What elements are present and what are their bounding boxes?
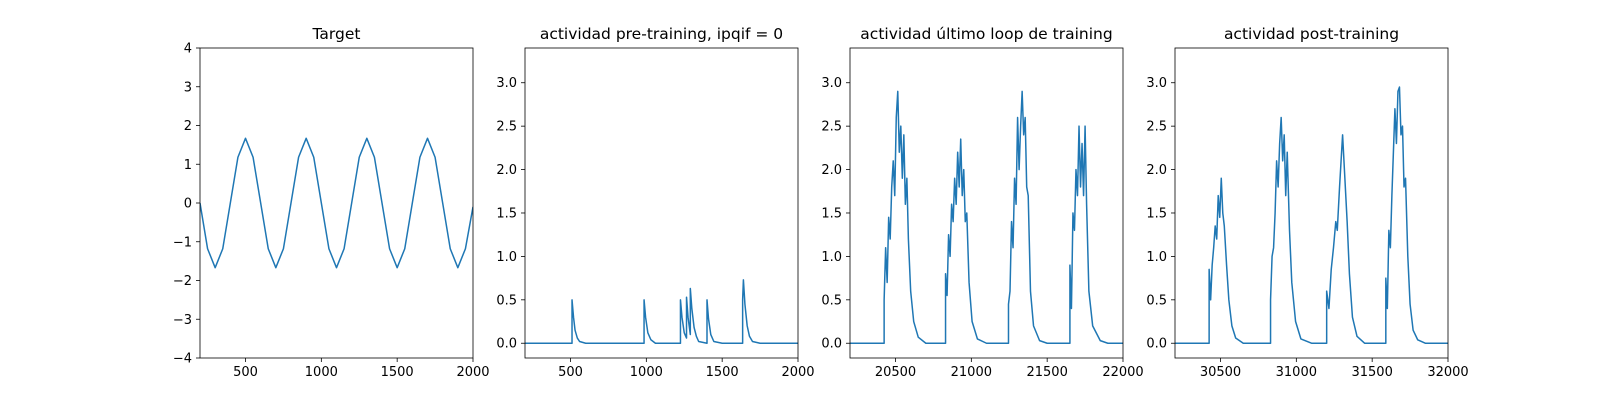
subplot-4: 30500 31000 31500 32000 0.0 0.5 1.0 1.5 2.0 2.5 3.… [1146,25,1468,380]
y-tick-label: −3 [173,313,192,328]
y-tick-label: −4 [173,352,192,367]
y-tick-label: 3 [184,80,192,95]
x-tick-label: 2000 [456,365,489,380]
y-tick-label: 0.5 [1146,293,1167,308]
series-line-target [200,137,473,269]
x-tick-label: 22000 [1102,365,1143,380]
chart-title: Target [312,25,361,43]
x-tick-label: 2000 [781,365,814,380]
y-tick-label: 0 [184,197,192,212]
x-tick-label: 1000 [630,365,663,380]
x-tick-label: 21000 [951,365,992,380]
y-tick-label: 1.0 [1146,250,1167,265]
y-tick-label: 2.5 [1146,120,1167,135]
chart-title: actividad último loop de training [860,25,1112,43]
y-tick-label: 0.5 [821,293,842,308]
y-tick-label: 0.0 [1146,337,1167,352]
subplot-1: 500 1000 1500 2000 −4 −3 −2 −1 0 1 2 3 4 Target [173,25,490,380]
x-tick-label: 31000 [1276,365,1317,380]
y-tick-label: 4 [184,42,192,57]
y-tick-label: 0.0 [496,337,517,352]
series-line-activity [1175,86,1448,344]
axes-frame [1174,47,1449,359]
y-tick-label: 2.5 [821,120,842,135]
axes-frame [524,47,799,359]
x-tick-label: 500 [558,365,583,380]
series-line-activity [850,90,1123,344]
y-tick-label: 2.0 [821,163,842,178]
y-tick-label: −2 [173,274,192,289]
y-tick-label: 2.5 [496,120,517,135]
subplot-2: 500 1000 1500 2000 0.0 0.5 1.0 1.5 2.0 2.5 3.0 acti… [496,25,814,380]
y-tick-label: 1.0 [496,250,517,265]
chart-title: actividad pre-training, ipqif = 0 [540,25,783,43]
subplot-3: 20500 21000 21500 22000 0.0 0.5 1.0 1.5 2.0 2.5 3.… [821,25,1143,380]
y-tick-label: 3.0 [821,76,842,91]
x-tick-label: 1500 [381,365,414,380]
x-tick-label: 30500 [1200,365,1241,380]
y-tick-label: 1.5 [821,206,842,221]
series-line-activity [525,279,798,344]
y-tick-label: 3.0 [1146,76,1167,91]
x-tick-label: 1500 [706,365,739,380]
y-tick-label: 2.0 [1146,163,1167,178]
y-tick-label: 2.0 [496,163,517,178]
chart-title: actividad post-training [1224,25,1399,43]
x-tick-label: 31500 [1351,365,1392,380]
x-tick-label: 20500 [875,365,916,380]
x-tick-label: 500 [233,365,258,380]
y-tick-label: 1.5 [496,206,517,221]
x-tick-label: 1000 [305,365,338,380]
y-tick-label: 1.0 [821,250,842,265]
axes-frame [849,47,1124,359]
y-tick-label: 3.0 [496,76,517,91]
y-tick-label: 1.5 [1146,206,1167,221]
y-tick-label: 0.5 [496,293,517,308]
axes-frame [199,47,474,359]
y-tick-label: −1 [173,235,192,250]
y-tick-label: 2 [184,119,192,134]
x-tick-label: 32000 [1427,365,1468,380]
y-tick-label: 0.0 [821,337,842,352]
x-tick-label: 21500 [1026,365,1067,380]
y-tick-label: 1 [184,158,192,173]
